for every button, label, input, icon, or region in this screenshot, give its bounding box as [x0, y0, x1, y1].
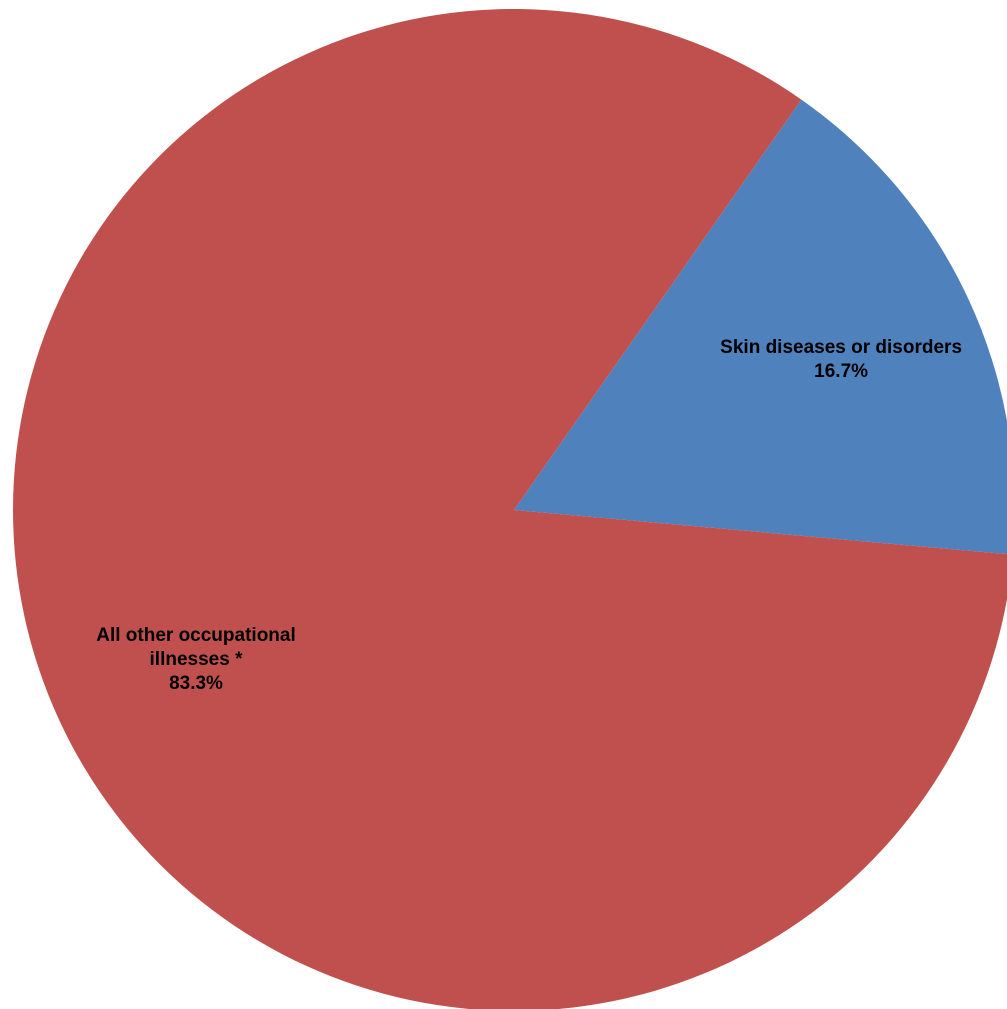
pie-slice-value-1: 83.3% — [169, 673, 223, 694]
pie-slices — [13, 9, 1007, 1009]
pie-slice-label-line-0-0: Skin diseases or disorders — [720, 337, 962, 358]
pie-slice-label-0: Skin diseases or disorders 16.7% — [720, 337, 962, 382]
pie-slice-label-line-1-0: All other occupational — [96, 625, 296, 646]
pie-slice-label-1: All other occupational illnesses * 83.3% — [96, 625, 296, 694]
pie-slice-label-line-1-1: illnesses * — [150, 649, 244, 670]
pie-slice-value-0: 16.7% — [814, 361, 868, 382]
pie-slice-0 — [514, 99, 1007, 555]
pie-slice-1 — [13, 9, 1007, 1009]
pie-labels: Skin diseases or disorders 16.7% All other… — [96, 337, 962, 694]
